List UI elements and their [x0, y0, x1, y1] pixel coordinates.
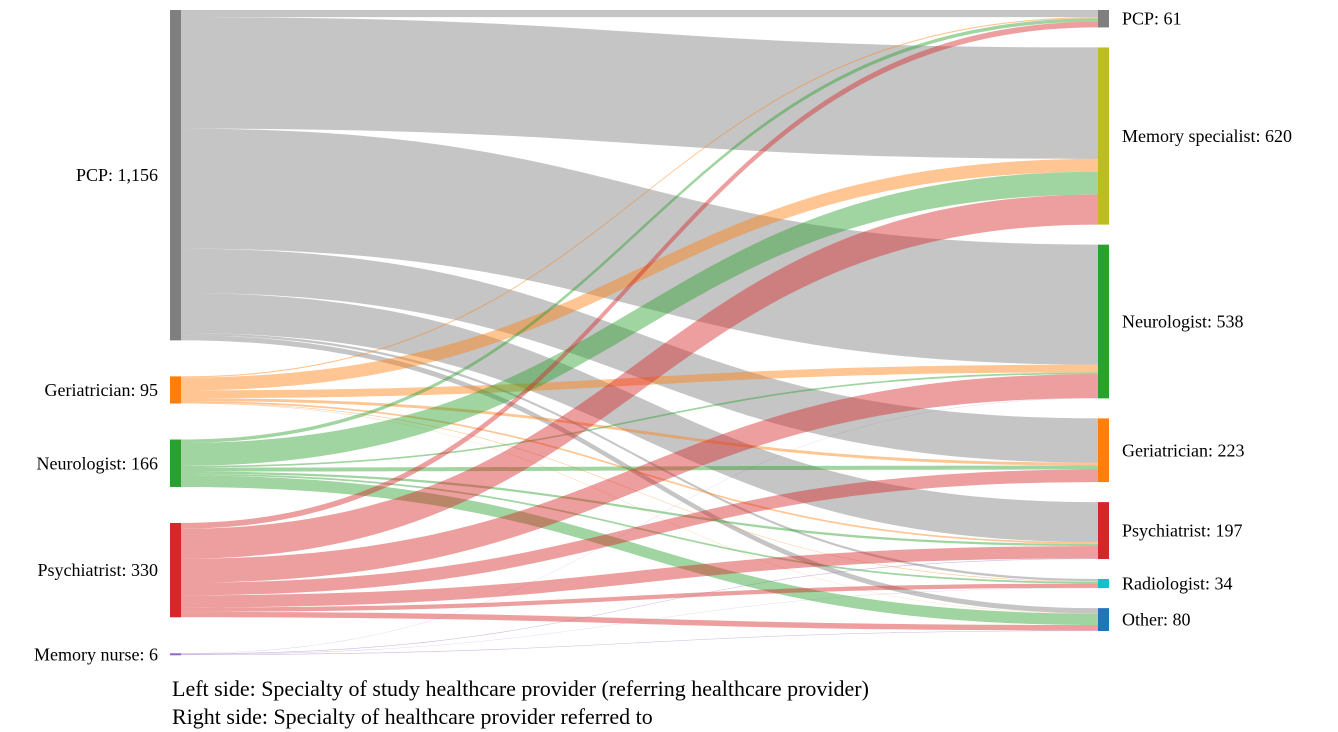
link-psychiatrist-to-memory-specialist [181, 194, 1098, 559]
source-node-neurologist [170, 439, 181, 487]
target-node-radiologist [1098, 578, 1109, 589]
source-node-memory-nurse [170, 653, 181, 656]
link-geriatrician-to-radiologist [181, 402, 1098, 582]
link-pcp-to-memory-specialist [181, 17, 1098, 159]
source-label-geriatrician: Geriatrician: 95 [45, 380, 158, 400]
link-geriatrician-to-geriatrician [181, 398, 1098, 466]
link-pcp-to-other [181, 335, 1098, 614]
link-neurologist-to-pcp [181, 18, 1098, 443]
link-geriatrician-to-pcp [181, 17, 1098, 378]
target-label-neurologist: Neurologist: 538 [1122, 312, 1244, 332]
source-label-pcp: PCP: 1,156 [76, 165, 158, 185]
caption-right-side: Right side: Specialty of healthcare prov… [172, 704, 653, 729]
source-node-geriatrician [170, 376, 181, 404]
link-psychiatrist-to-radiologist [181, 583, 1098, 612]
link-psychiatrist-to-geriatrician [181, 469, 1098, 596]
target-node-psychiatrist [1098, 502, 1109, 559]
link-geriatrician-to-other [181, 403, 1098, 614]
link-neurologist-to-other [181, 475, 1098, 625]
link-neurologist-to-neurologist [181, 372, 1098, 468]
target-label-pcp: PCP: 61 [1122, 9, 1182, 29]
link-psychiatrist-to-other [181, 611, 1098, 631]
link-pcp-to-geriatrician [181, 248, 1098, 463]
caption-left-side: Left side: Specialty of study healthcare… [172, 676, 869, 701]
source-node-pcp [170, 10, 181, 341]
link-memory-nurse-to-radiologist [181, 587, 1098, 655]
link-pcp-to-radiologist [181, 332, 1098, 582]
source-label-neurologist: Neurologist: 166 [37, 453, 159, 473]
target-node-pcp [1098, 10, 1109, 28]
target-label-psychiatrist: Psychiatrist: 197 [1122, 521, 1243, 541]
link-neurologist-to-radiologist [181, 473, 1098, 584]
source-label-memory-nurse: Memory nurse: 6 [34, 644, 158, 664]
link-memory-nurse-to-other [181, 630, 1098, 655]
link-psychiatrist-to-neurologist [181, 374, 1098, 583]
link-psychiatrist-to-psychiatrist [181, 546, 1098, 608]
target-label-memory-specialist: Memory specialist: 620 [1122, 126, 1292, 146]
link-neurologist-to-memory-specialist [181, 171, 1098, 466]
target-node-neurologist [1098, 244, 1109, 399]
sankey-links [181, 10, 1098, 655]
target-node-memory-specialist [1098, 47, 1109, 225]
sankey-nodes [170, 10, 1109, 656]
target-label-radiologist: Radiologist: 34 [1122, 574, 1233, 594]
link-neurologist-to-geriatrician [181, 465, 1098, 472]
target-label-other: Other: 80 [1122, 610, 1190, 630]
link-memory-nurse-to-neurologist [181, 398, 1098, 654]
link-pcp-to-neurologist [181, 128, 1098, 365]
sankey-labels: PCP: 1,156 Geriatrician: 95 Neurologist: 1… [34, 9, 1292, 665]
target-node-other [1098, 608, 1109, 631]
link-pcp-to-pcp [181, 10, 1098, 18]
source-node-psychiatrist [170, 522, 181, 618]
link-geriatrician-to-memory-specialist [181, 158, 1098, 391]
target-node-geriatrician [1098, 418, 1109, 483]
link-psychiatrist-to-pcp [181, 21, 1098, 529]
link-neurologist-to-psychiatrist [181, 471, 1098, 547]
link-pcp-to-psychiatrist [181, 292, 1098, 543]
link-geriatrician-to-psychiatrist [181, 400, 1098, 544]
link-geriatrician-to-neurologist [181, 364, 1098, 399]
link-memory-nurse-to-psychiatrist [181, 558, 1098, 655]
source-label-psychiatrist: Psychiatrist: 330 [38, 560, 159, 580]
target-label-geriatrician: Geriatrician: 223 [1122, 440, 1244, 460]
